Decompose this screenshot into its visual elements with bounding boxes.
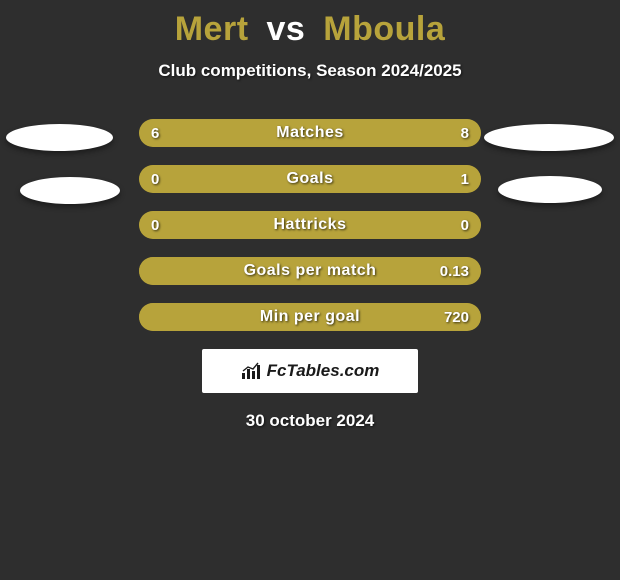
stat-label: Goals: [139, 165, 481, 193]
chart-area: Matches68Goals01Hattricks00Goals per mat…: [0, 119, 620, 431]
stat-row: Goals0 1: [139, 165, 481, 193]
stat-value-right: 720: [444, 303, 469, 331]
decorative-ellipse-top-left: [6, 124, 113, 151]
stat-value-right: 0.13: [440, 257, 469, 285]
stat-label: Matches: [139, 119, 481, 147]
subtitle: Club competitions, Season 2024/2025: [0, 61, 620, 81]
decorative-ellipse-top-right: [484, 124, 614, 151]
date-text: 30 october 2024: [0, 411, 620, 431]
stat-label: Min per goal: [139, 303, 481, 331]
title-vs: vs: [266, 10, 305, 48]
stat-value-right: 1: [461, 165, 469, 193]
attribution-badge: FcTables.com: [202, 349, 418, 393]
decorative-ellipse-mid-right: [498, 176, 602, 203]
stat-value-left: 6: [151, 119, 159, 147]
comparison-infographic: Mert vs Mboula Club competitions, Season…: [0, 0, 620, 580]
stat-label: Hattricks: [139, 211, 481, 239]
attribution-text: FcTables.com: [267, 361, 380, 381]
stat-row: Min per goal720: [139, 303, 481, 331]
title-player2: Mboula: [323, 10, 445, 48]
stat-label: Goals per match: [139, 257, 481, 285]
stat-value-right: 8: [461, 119, 469, 147]
comparison-bars: Matches68Goals01Hattricks00Goals per mat…: [139, 119, 481, 331]
stat-row: Hattricks0 0: [139, 211, 481, 239]
title-player1: Mert: [175, 10, 249, 48]
stat-value-left: 0: [151, 165, 159, 193]
decorative-ellipse-mid-left: [20, 177, 120, 204]
stat-row: Matches6 8: [139, 119, 481, 147]
page-title: Mert vs Mboula: [0, 0, 620, 49]
bars-chart-icon: [241, 362, 263, 380]
stat-value-right: 0: [461, 211, 469, 239]
stat-value-left: 0: [151, 211, 159, 239]
stat-row: Goals per match0.13: [139, 257, 481, 285]
